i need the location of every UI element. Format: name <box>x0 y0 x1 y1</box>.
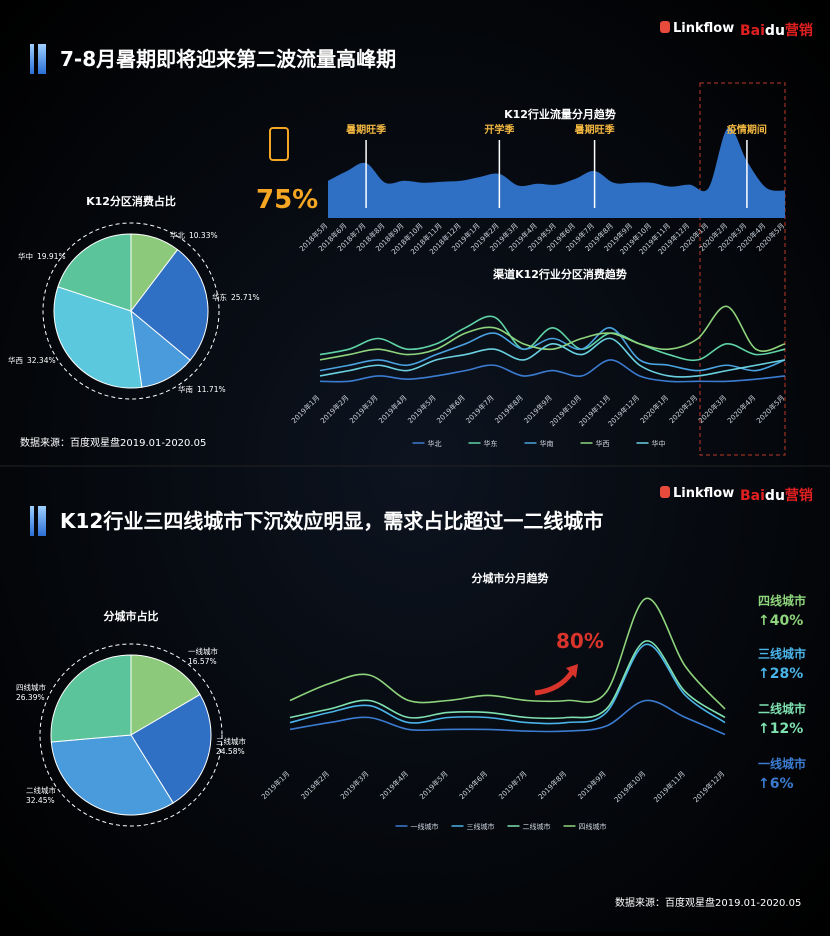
logo: Baidu营销 <box>740 487 813 504</box>
slice-name: 一线城市 <box>188 646 218 656</box>
slice-name: 华西 <box>8 355 23 365</box>
logo-part: Bai <box>740 23 765 39</box>
annotation: 开学季 <box>484 123 515 136</box>
line <box>319 337 786 378</box>
line <box>319 326 786 372</box>
growth-value: ↑12% <box>758 721 803 737</box>
pie-slice <box>130 248 209 361</box>
phone-icon <box>269 127 289 161</box>
line <box>319 359 786 383</box>
title-icon <box>38 44 46 74</box>
slice-value: 32.34% <box>27 356 56 365</box>
legend-label: 华北 <box>428 439 442 448</box>
title-icon <box>30 44 34 74</box>
logo-part: 营销 <box>785 487 813 504</box>
line <box>319 305 786 361</box>
chart-title: K12分区消费占比 <box>86 194 176 208</box>
logo: Baidu营销 <box>740 22 813 39</box>
growth-value: ↑28% <box>758 666 803 682</box>
annotation: 暑期旺季 <box>346 123 387 136</box>
slice-value: 24.58% <box>216 747 245 756</box>
section-title: 7-8月暑期即将迎来第二波流量高峰期 <box>60 47 396 71</box>
slice-name: 二线城市 <box>26 785 56 795</box>
pie-slice <box>130 654 201 736</box>
pie-slice <box>57 233 132 312</box>
growth-name: 二线城市 <box>758 701 806 716</box>
legend-label: 二线城市 <box>523 822 551 831</box>
line <box>289 699 726 736</box>
slice-label: 华北 10.33% <box>170 230 218 240</box>
logo-part: du <box>765 23 785 39</box>
slice-value: 32.45% <box>26 796 55 805</box>
slice-name: 华中 <box>18 251 33 261</box>
area <box>328 127 785 218</box>
growth-annotation: 80% <box>556 629 604 653</box>
pie-slice <box>130 693 212 804</box>
growth-name: 四线城市 <box>758 593 806 608</box>
slice-label: 华南 11.71% <box>178 384 226 394</box>
legend-label: 四线城市 <box>579 822 607 831</box>
slice-label: 华西 32.34% <box>8 355 56 365</box>
slice-name: 华南 <box>178 384 193 394</box>
legend-label: 一线城市 <box>411 822 439 831</box>
chart-title: K12行业流量分月趋势 <box>504 107 616 121</box>
slice-name: 三线城市 <box>216 736 246 746</box>
slice-label: 四线城市 26.39% <box>16 682 46 702</box>
legend-label: 华西 <box>596 439 610 448</box>
slice-label: 三线城市 24.58% <box>216 736 246 756</box>
arrow <box>534 670 575 696</box>
chart-title: 渠道K12行业分区消费趋势 <box>493 267 627 281</box>
line <box>289 643 726 725</box>
growth-value: ↑40% <box>758 613 803 629</box>
logo: Linkflow <box>673 486 734 501</box>
arrow <box>566 664 578 678</box>
slice-value: 16.57% <box>188 657 217 666</box>
chart-title: 分城市分月趋势 <box>472 571 549 585</box>
logo-part: du <box>765 488 785 504</box>
logo-part: Bai <box>740 488 765 504</box>
legend-label: 三线城市 <box>467 822 495 831</box>
slice-value: 26.39% <box>16 693 45 702</box>
chart-title: 分城市占比 <box>104 609 159 623</box>
legend-label: 华东 <box>484 439 498 448</box>
slice-value: 11.71% <box>197 385 226 394</box>
pie-ring <box>39 643 223 827</box>
slice-value: 10.33% <box>189 231 218 240</box>
growth-value: ↑6% <box>758 776 794 792</box>
source: 数据来源：百度观星盘2019.01-2020.05 <box>20 436 206 449</box>
logo-icon <box>660 486 670 498</box>
slice-value: 25.71% <box>231 293 260 302</box>
annotation: 疫情期间 <box>727 123 767 136</box>
title-icon <box>30 506 34 536</box>
line <box>289 640 726 720</box>
section-title: K12行业三四线城市下沉效应明显，需求占比超过一二线城市 <box>60 509 603 533</box>
slice-name: 华东 <box>212 292 227 302</box>
logo-icon <box>660 21 670 33</box>
title-icon <box>38 506 46 536</box>
slice-label: 华东 25.71% <box>212 292 260 302</box>
source: 数据来源：百度观星盘2019.01-2020.05 <box>615 896 801 909</box>
highlight: 75% <box>256 185 318 215</box>
pie-slice <box>50 734 174 816</box>
slice-value: 19.91% <box>37 252 66 261</box>
logo-part: 营销 <box>785 22 813 39</box>
legend-label: 华南 <box>540 439 554 448</box>
pie-slice <box>53 286 143 389</box>
growth-name: 三线城市 <box>758 646 806 661</box>
line <box>289 597 726 710</box>
pie-ring <box>42 222 220 400</box>
slice-label: 华中 19.91% <box>18 251 66 261</box>
slice-name: 四线城市 <box>16 682 46 692</box>
growth-name: 一线城市 <box>758 756 806 771</box>
pie-slice <box>50 654 132 743</box>
logo: Linkflow <box>673 21 734 36</box>
slice-name: 华北 <box>170 230 185 240</box>
line <box>319 315 786 362</box>
slice-label: 二线城市 32.45% <box>26 785 56 805</box>
highlight-box <box>699 82 786 456</box>
annotation: 暑期旺季 <box>575 123 616 136</box>
legend-label: 华中 <box>652 439 666 448</box>
slice-label: 一线城市 16.57% <box>188 646 218 666</box>
